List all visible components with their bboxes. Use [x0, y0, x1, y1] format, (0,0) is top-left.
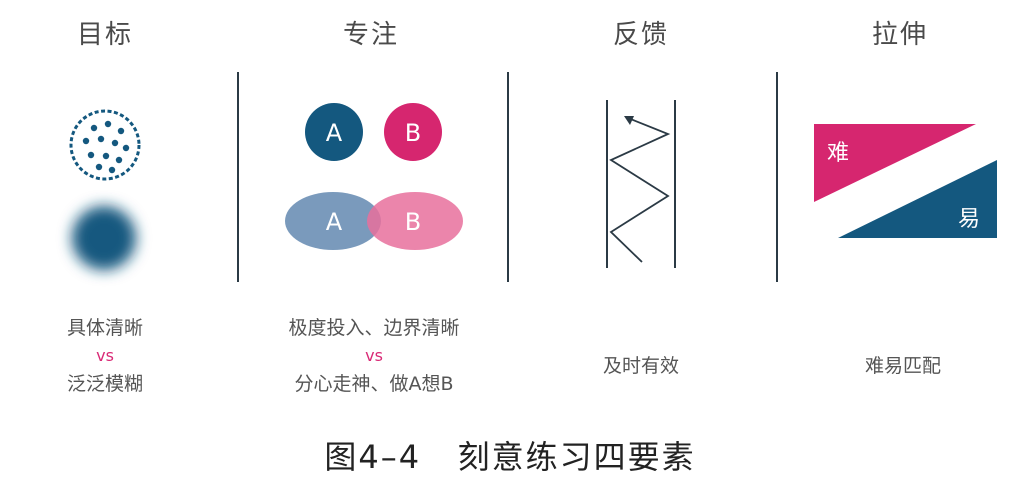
overlapping-ellipses: A B: [285, 192, 463, 250]
stretch-caption: 难易匹配: [753, 352, 1020, 380]
focused-circle-a: A: [305, 103, 363, 161]
ellipse-b-label: B: [405, 208, 421, 236]
figure-title: 图4–4 刻意练习四要素: [0, 432, 1020, 478]
goal-caption-bottom: 泛泛模糊: [0, 370, 255, 398]
feedback-zigzag-arrow: [611, 118, 668, 262]
ellipse-a-label: A: [326, 208, 343, 236]
easy-label: 易: [958, 207, 980, 232]
focus-caption-top: 极度投入、边界清晰: [224, 314, 524, 342]
focus-vs: vs: [224, 342, 524, 370]
focused-circle-b: B: [384, 103, 442, 161]
goal-vs: vs: [0, 342, 255, 370]
circle-b-label: B: [405, 119, 421, 147]
clear-target-icon: [71, 111, 139, 179]
focus-caption: 极度投入、边界清晰 vs 分心走神、做A想B: [224, 314, 524, 398]
blurry-target-icon: [72, 206, 136, 270]
goal-caption: 具体清晰 vs 泛泛模糊: [0, 314, 255, 398]
stretch-diagram: 难 易: [780, 0, 1020, 300]
feedback-diagram: [510, 0, 780, 300]
focus-diagram: A B A B: [240, 0, 510, 300]
focus-caption-bottom: 分心走神、做A想B: [224, 370, 524, 398]
goal-caption-top: 具体清晰: [0, 314, 255, 342]
circle-a-label: A: [326, 119, 343, 147]
feedback-caption: 及时有效: [491, 352, 791, 380]
hard-label: 难: [827, 141, 849, 166]
staircase-arrowhead-icon: [977, 153, 985, 161]
goal-diagram: [0, 0, 240, 300]
